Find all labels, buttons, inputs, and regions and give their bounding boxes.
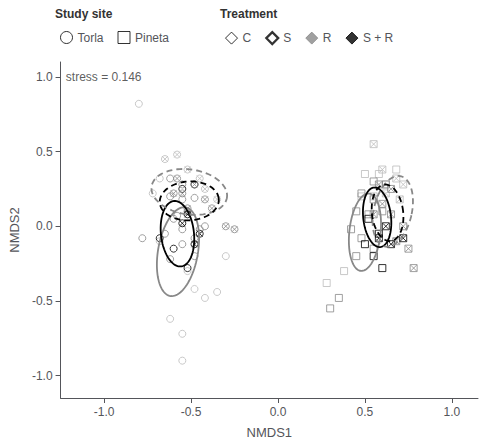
svg-text:stress = 0.146: stress = 0.146: [66, 70, 142, 84]
svg-text:S + R: S + R: [363, 31, 394, 45]
svg-text:-0.5: -0.5: [32, 294, 53, 308]
svg-text:Study site: Study site: [55, 7, 113, 21]
svg-text:0.0: 0.0: [36, 219, 53, 233]
svg-text:-1.0: -1.0: [32, 369, 53, 383]
svg-text:-0.5: -0.5: [181, 405, 202, 419]
svg-text:R: R: [323, 31, 332, 45]
svg-text:0.5: 0.5: [357, 405, 374, 419]
svg-text:-1.0: -1.0: [94, 405, 115, 419]
svg-text:0.5: 0.5: [36, 145, 53, 159]
svg-text:Treatment: Treatment: [220, 7, 277, 21]
svg-text:S: S: [283, 31, 291, 45]
svg-text:Pineta: Pineta: [135, 31, 169, 45]
svg-text:1.0: 1.0: [444, 405, 461, 419]
svg-text:NMDS1: NMDS1: [247, 425, 293, 440]
svg-text:1.0: 1.0: [36, 70, 53, 84]
svg-text:0.0: 0.0: [270, 405, 287, 419]
svg-text:Torla: Torla: [78, 31, 104, 45]
svg-text:NMDS2: NMDS2: [7, 207, 22, 253]
svg-text:C: C: [243, 31, 252, 45]
